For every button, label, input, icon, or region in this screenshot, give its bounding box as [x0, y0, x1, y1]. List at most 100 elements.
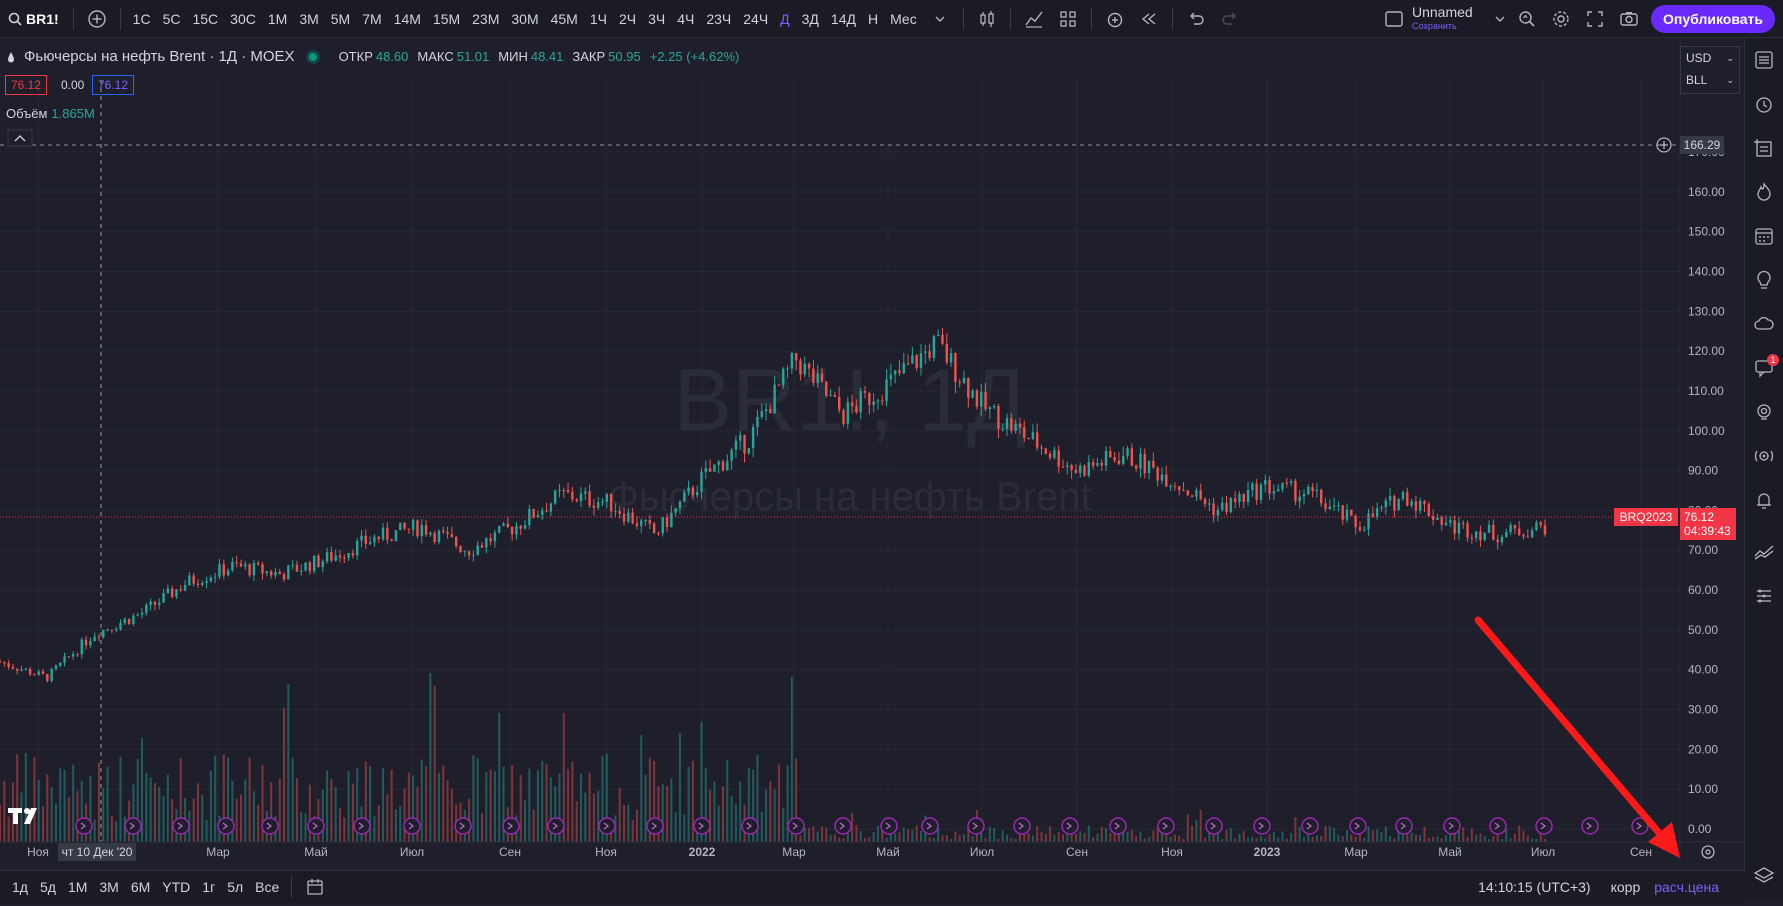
scale-settings-icon[interactable]	[1701, 845, 1715, 859]
ask-price[interactable]: 76.12	[92, 75, 135, 95]
interval-4[interactable]: 1М	[267, 10, 288, 27]
range-0[interactable]: 1д	[12, 879, 28, 895]
chevron-down-icon[interactable]	[1495, 14, 1505, 24]
templates-grid-icon[interactable]	[1051, 0, 1085, 38]
candle-body	[1423, 500, 1426, 505]
event-marker-arrow	[80, 822, 87, 830]
event-marker-arrow	[885, 822, 892, 830]
cloud-icon[interactable]	[1745, 302, 1783, 346]
interval-23[interactable]: Мес	[890, 10, 917, 27]
undo-icon[interactable]	[1179, 0, 1213, 38]
candle-body	[627, 512, 630, 522]
indicators-icon[interactable]	[1017, 0, 1051, 38]
layers-icon[interactable]	[1745, 854, 1783, 898]
interval-6[interactable]: 5М	[330, 10, 351, 27]
candles-icon[interactable]	[970, 0, 1004, 38]
help-lightbulb-icon[interactable]	[1745, 390, 1783, 434]
interval-13[interactable]: 1Ч	[589, 10, 607, 27]
interval-3[interactable]: 30С	[230, 10, 256, 27]
range-4[interactable]: 6М	[130, 879, 151, 895]
quick-search-icon[interactable]	[1510, 0, 1544, 38]
candle-body	[1367, 513, 1370, 530]
bid-price[interactable]: 76.12	[5, 75, 48, 95]
interval-16[interactable]: 4Ч	[677, 10, 695, 27]
divider	[1009, 7, 1011, 30]
chat-icon[interactable]: 1	[1745, 346, 1783, 390]
event-marker-arrow	[1306, 822, 1313, 830]
event-marker-arrow	[1210, 822, 1217, 830]
unit-value: BLL	[1686, 73, 1708, 87]
range-1[interactable]: 5д	[39, 879, 56, 895]
clock[interactable]: 14:10:15 (UTC+3)	[1478, 879, 1591, 895]
interval-8[interactable]: 14М	[393, 10, 421, 27]
fullscreen-icon[interactable]	[1578, 0, 1612, 38]
replay-icon[interactable]	[1132, 0, 1166, 38]
interval-15[interactable]: 3Ч	[648, 10, 666, 27]
range-6[interactable]: 1г	[202, 879, 216, 895]
bell-icon[interactable]	[1745, 478, 1783, 522]
currency-select[interactable]: USD ⌄	[1681, 47, 1739, 69]
range-2[interactable]: 1М	[67, 879, 88, 895]
compare-add-icon[interactable]	[80, 0, 114, 38]
interval-0[interactable]: 1С	[132, 10, 151, 27]
layout-selector[interactable]: Unnamed Сохранить	[1384, 0, 1505, 38]
interval-7[interactable]: 7М	[362, 10, 382, 27]
volume-bar	[283, 708, 286, 842]
range-5[interactable]: YTD	[162, 879, 191, 895]
gear-icon[interactable]	[1544, 0, 1578, 38]
interval-18[interactable]: 24Ч	[743, 10, 769, 27]
interval-5[interactable]: 3М	[299, 10, 319, 27]
camera-icon[interactable]	[1612, 0, 1646, 38]
range-8[interactable]: Все	[255, 879, 280, 895]
calendar-icon[interactable]	[1745, 214, 1783, 258]
plus-circle-icon[interactable]	[1656, 137, 1672, 153]
interval-22[interactable]: Н	[867, 10, 879, 27]
tradingview-logo-icon[interactable]	[8, 808, 37, 824]
dom-icon[interactable]	[1745, 574, 1783, 618]
range-7[interactable]: 5л	[227, 879, 244, 895]
ideas-lightbulb-icon[interactable]	[1745, 258, 1783, 302]
volume-bar	[549, 777, 552, 842]
symbol-search[interactable]: BR1!	[0, 0, 67, 38]
candle-body	[179, 589, 182, 591]
interval-21[interactable]: 14Д	[830, 10, 856, 27]
layout-save-link[interactable]: Сохранить	[1412, 21, 1457, 31]
interval-11[interactable]: 30М	[511, 10, 539, 27]
alert-add-icon[interactable]	[1098, 0, 1132, 38]
watchlist-icon[interactable]	[1745, 38, 1783, 82]
goto-date-calendar-icon[interactable]	[298, 868, 332, 906]
hotlist-flame-icon[interactable]	[1745, 170, 1783, 214]
drop-icon	[8, 51, 14, 62]
adjustment-toggle[interactable]: корр	[1610, 879, 1641, 895]
interval-14[interactable]: 2Ч	[618, 10, 637, 27]
chevron-down-icon[interactable]	[923, 0, 957, 38]
candle-body	[269, 571, 273, 576]
legend-title[interactable]: Фьючерсы на нефть Brent · 1Д · MOEX	[24, 48, 295, 65]
time-tick: Май	[304, 845, 328, 859]
volume-bar	[1040, 831, 1043, 842]
interval-19[interactable]: Д	[780, 10, 790, 27]
volume-bar	[1006, 834, 1009, 842]
redo-icon[interactable]	[1213, 0, 1247, 38]
interval-17[interactable]: 23Ч	[706, 10, 732, 27]
interval-1[interactable]: 5С	[162, 10, 181, 27]
add-list-icon[interactable]	[1745, 126, 1783, 170]
alarm-clock-icon[interactable]	[1745, 82, 1783, 126]
range-3[interactable]: 3М	[99, 879, 119, 895]
interval-2[interactable]: 15С	[192, 10, 219, 27]
streams-play-icon[interactable]	[1745, 434, 1783, 478]
trading-panel-icon[interactable]	[1745, 530, 1783, 574]
interval-9[interactable]: 15М	[432, 10, 461, 27]
price-chart[interactable]: BR1!, 1Д Фьючерсы на нефть Brent 170.001…	[0, 38, 1745, 861]
settlement-toggle[interactable]: расч.цена	[1654, 879, 1719, 895]
ohlc-values: ОТКР 48.60 МАКС 51.01 МИН 48.41 ЗАКР 50.95 +…	[339, 49, 746, 64]
price-axis[interactable]: 170.00160.00150.00140.00130.00120.00110.…	[1688, 145, 1725, 836]
time-axis[interactable]: Ноя Мар Май Июл Сен Ноя 2022 Мар Май Июл Сен Ноя 202…	[27, 845, 1652, 859]
interval-20[interactable]: 3Д	[801, 10, 819, 27]
interval-10[interactable]: 23М	[472, 10, 500, 27]
chart-pane[interactable]: BR1!, 1Д Фьючерсы на нефть Brent 170.001…	[0, 38, 1745, 861]
collapse-pane-button[interactable]	[7, 129, 33, 147]
unit-select[interactable]: BLL ⌄	[1681, 69, 1739, 91]
interval-12[interactable]: 45М	[550, 10, 578, 27]
publish-button[interactable]: Опубликовать	[1651, 5, 1775, 33]
